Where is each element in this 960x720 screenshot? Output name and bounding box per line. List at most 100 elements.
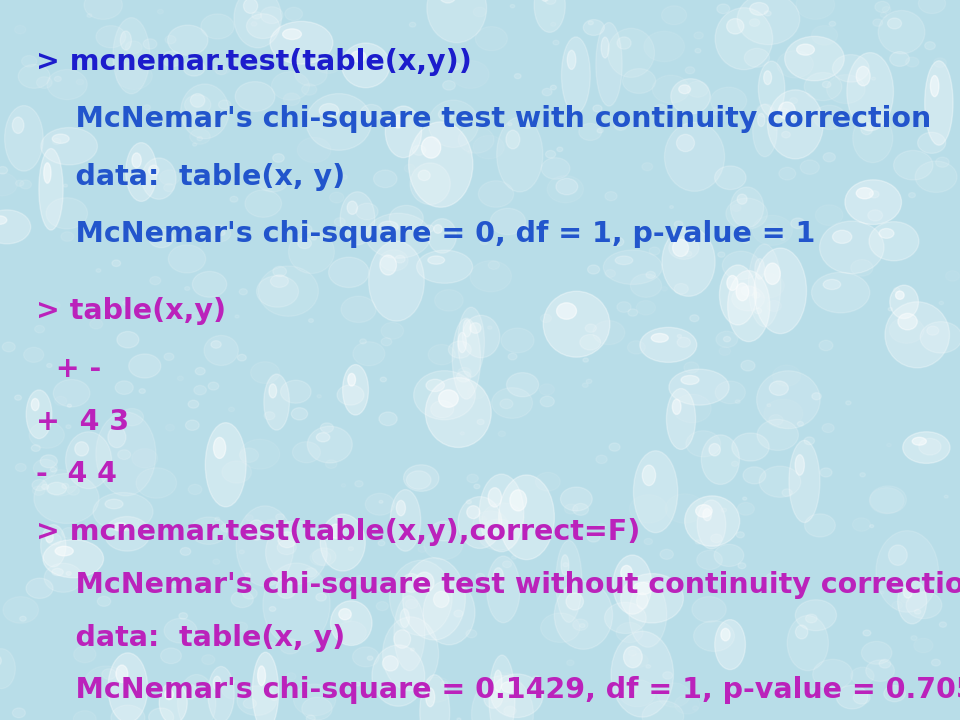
Circle shape <box>936 157 949 167</box>
Ellipse shape <box>856 66 870 86</box>
Circle shape <box>804 73 842 101</box>
Ellipse shape <box>428 256 444 264</box>
Circle shape <box>914 638 933 653</box>
Circle shape <box>890 52 909 66</box>
Circle shape <box>573 619 588 631</box>
Ellipse shape <box>621 574 684 623</box>
Circle shape <box>735 400 740 403</box>
Circle shape <box>379 412 397 426</box>
Circle shape <box>231 591 253 608</box>
Ellipse shape <box>409 122 473 207</box>
Circle shape <box>445 575 449 579</box>
Circle shape <box>183 60 205 76</box>
Circle shape <box>636 300 656 315</box>
Ellipse shape <box>489 655 515 720</box>
Circle shape <box>431 521 458 541</box>
Circle shape <box>468 150 473 154</box>
Circle shape <box>588 21 593 24</box>
Circle shape <box>714 544 744 567</box>
Circle shape <box>852 518 871 531</box>
Circle shape <box>458 367 471 377</box>
Circle shape <box>889 318 924 343</box>
Circle shape <box>306 715 315 720</box>
Circle shape <box>491 208 525 235</box>
Circle shape <box>420 677 453 702</box>
Circle shape <box>215 517 220 521</box>
Circle shape <box>819 341 833 351</box>
Circle shape <box>644 539 653 544</box>
Circle shape <box>652 75 689 103</box>
Circle shape <box>378 541 385 546</box>
Ellipse shape <box>651 333 668 342</box>
Circle shape <box>767 300 781 312</box>
Circle shape <box>741 361 755 371</box>
Circle shape <box>553 40 559 45</box>
Ellipse shape <box>105 499 123 509</box>
Circle shape <box>310 550 331 565</box>
Circle shape <box>0 173 17 196</box>
Circle shape <box>894 150 933 180</box>
Ellipse shape <box>681 375 699 384</box>
Circle shape <box>669 237 699 259</box>
Ellipse shape <box>673 239 688 256</box>
Ellipse shape <box>463 320 471 337</box>
Ellipse shape <box>767 90 823 159</box>
Circle shape <box>33 486 45 495</box>
Circle shape <box>716 331 737 348</box>
Ellipse shape <box>258 266 319 316</box>
Circle shape <box>801 160 819 174</box>
Ellipse shape <box>213 438 226 459</box>
Circle shape <box>24 347 44 362</box>
Circle shape <box>256 276 299 307</box>
Circle shape <box>478 519 519 550</box>
Circle shape <box>588 265 600 274</box>
Circle shape <box>260 6 283 24</box>
Circle shape <box>829 22 836 26</box>
Circle shape <box>180 547 191 555</box>
Text: McNemar's chi-square = 0, df = 1, p-value = 1: McNemar's chi-square = 0, df = 1, p-valu… <box>36 220 816 248</box>
Ellipse shape <box>697 500 726 549</box>
Circle shape <box>872 77 876 80</box>
Circle shape <box>317 395 322 398</box>
Ellipse shape <box>662 227 715 297</box>
Ellipse shape <box>666 389 696 449</box>
Circle shape <box>195 367 205 375</box>
Ellipse shape <box>671 78 710 114</box>
Circle shape <box>456 371 471 382</box>
Ellipse shape <box>278 532 297 548</box>
Circle shape <box>193 143 197 146</box>
Circle shape <box>473 7 486 17</box>
Ellipse shape <box>205 423 246 507</box>
Ellipse shape <box>289 230 334 274</box>
Ellipse shape <box>556 541 582 622</box>
Ellipse shape <box>737 194 747 204</box>
Circle shape <box>724 336 731 342</box>
Circle shape <box>721 508 727 512</box>
Ellipse shape <box>306 94 372 150</box>
Circle shape <box>649 247 660 255</box>
Circle shape <box>587 379 592 384</box>
Circle shape <box>272 120 279 125</box>
Ellipse shape <box>769 381 788 395</box>
Circle shape <box>482 503 524 534</box>
Ellipse shape <box>330 600 372 645</box>
Text: +  4 3: + 4 3 <box>36 408 130 436</box>
Ellipse shape <box>562 37 590 113</box>
Circle shape <box>605 192 617 201</box>
Circle shape <box>901 597 909 603</box>
Circle shape <box>812 392 822 400</box>
Circle shape <box>823 153 835 162</box>
Ellipse shape <box>0 649 15 688</box>
Circle shape <box>43 469 78 496</box>
Circle shape <box>328 257 369 287</box>
Ellipse shape <box>252 652 278 720</box>
Circle shape <box>159 170 180 185</box>
Circle shape <box>804 514 835 537</box>
Ellipse shape <box>795 455 804 475</box>
Ellipse shape <box>612 631 674 717</box>
Circle shape <box>697 550 722 570</box>
Circle shape <box>836 685 868 709</box>
Circle shape <box>380 250 408 271</box>
Circle shape <box>630 654 648 667</box>
Ellipse shape <box>621 565 633 580</box>
